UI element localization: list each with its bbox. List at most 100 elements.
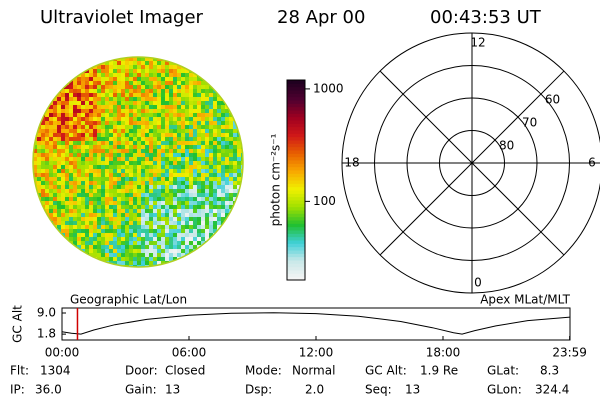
pixel	[153, 153, 157, 157]
pixel	[117, 153, 121, 157]
pixel	[177, 137, 181, 141]
pixel	[121, 149, 125, 153]
pixel	[133, 201, 137, 205]
pixel	[109, 93, 113, 97]
pixel	[221, 105, 225, 109]
pixel	[153, 89, 157, 93]
pixel	[145, 257, 149, 261]
pixel	[121, 125, 125, 129]
pixel	[65, 105, 69, 109]
pixel	[129, 241, 133, 245]
pixel	[229, 185, 233, 189]
pixel	[161, 265, 165, 267]
pixel	[69, 257, 73, 261]
pixel	[113, 113, 117, 117]
colorbar-cell	[287, 216, 305, 221]
pixel	[169, 249, 173, 253]
pixel	[201, 221, 205, 225]
pixel	[89, 145, 93, 149]
pixel	[153, 145, 157, 149]
pixel	[81, 205, 85, 209]
pixel	[45, 93, 49, 97]
pixel	[145, 85, 149, 89]
pixel	[149, 77, 153, 81]
pixel	[137, 137, 141, 141]
pixel	[145, 137, 149, 141]
pixel	[157, 229, 161, 233]
pixel	[109, 113, 113, 117]
pixel	[137, 217, 141, 221]
pixel	[241, 137, 243, 141]
pixel	[53, 205, 57, 209]
image-border	[32, 56, 244, 268]
pixel	[177, 117, 181, 121]
pixel	[165, 245, 169, 249]
colorbar-cell	[287, 180, 305, 184]
pixel	[85, 261, 89, 265]
pixel	[73, 141, 77, 145]
pixel	[73, 57, 77, 61]
pixel	[165, 61, 169, 65]
pixel	[213, 253, 217, 257]
pixel	[197, 197, 201, 201]
pixel	[205, 249, 209, 253]
pixel	[125, 89, 129, 93]
pixel	[65, 145, 69, 149]
pixel	[53, 125, 57, 129]
pixel	[197, 93, 201, 97]
pixel	[125, 217, 129, 221]
colorbar-cell	[287, 223, 305, 228]
pixel	[53, 189, 57, 193]
pixel	[97, 169, 101, 173]
pixel	[101, 229, 105, 233]
pixel	[205, 61, 209, 65]
pixel	[173, 237, 177, 241]
pixel	[49, 185, 53, 189]
pixel	[41, 213, 45, 217]
pixel	[97, 217, 101, 221]
pixel	[49, 85, 53, 89]
pixel	[141, 121, 145, 125]
pixel	[213, 105, 217, 109]
pixel	[197, 261, 201, 265]
pixel	[133, 125, 137, 129]
pixel	[109, 73, 113, 77]
pixel	[101, 245, 105, 249]
pixel	[189, 149, 193, 153]
pixel	[165, 165, 169, 169]
colorbar-cell	[287, 100, 305, 104]
pixel	[237, 105, 241, 109]
pixel	[197, 229, 201, 233]
pixel	[77, 133, 81, 137]
pixel	[109, 165, 113, 169]
pixel	[241, 217, 243, 221]
pixel	[81, 257, 85, 261]
pixel	[205, 213, 209, 217]
pixel	[213, 65, 217, 69]
pixel	[229, 193, 233, 197]
pixel	[177, 109, 181, 113]
pixel	[141, 57, 145, 61]
pixel	[137, 249, 141, 253]
pixel	[97, 229, 101, 233]
pixel	[233, 57, 237, 61]
pixel	[225, 249, 229, 253]
pixel	[117, 229, 121, 233]
pixel	[113, 193, 117, 197]
pixel	[157, 141, 161, 145]
pixel	[57, 69, 61, 73]
pixel	[101, 221, 105, 225]
pixel	[157, 169, 161, 173]
pixel	[225, 65, 229, 69]
pixel	[113, 109, 117, 113]
pixel	[161, 137, 165, 141]
pixel	[77, 113, 81, 117]
pixel	[189, 105, 193, 109]
pixel	[37, 173, 41, 177]
pixel	[173, 245, 177, 249]
pixel	[97, 201, 101, 205]
pixel	[45, 125, 49, 129]
pixel	[117, 177, 121, 181]
pixel	[149, 193, 153, 197]
pixel	[233, 169, 237, 173]
